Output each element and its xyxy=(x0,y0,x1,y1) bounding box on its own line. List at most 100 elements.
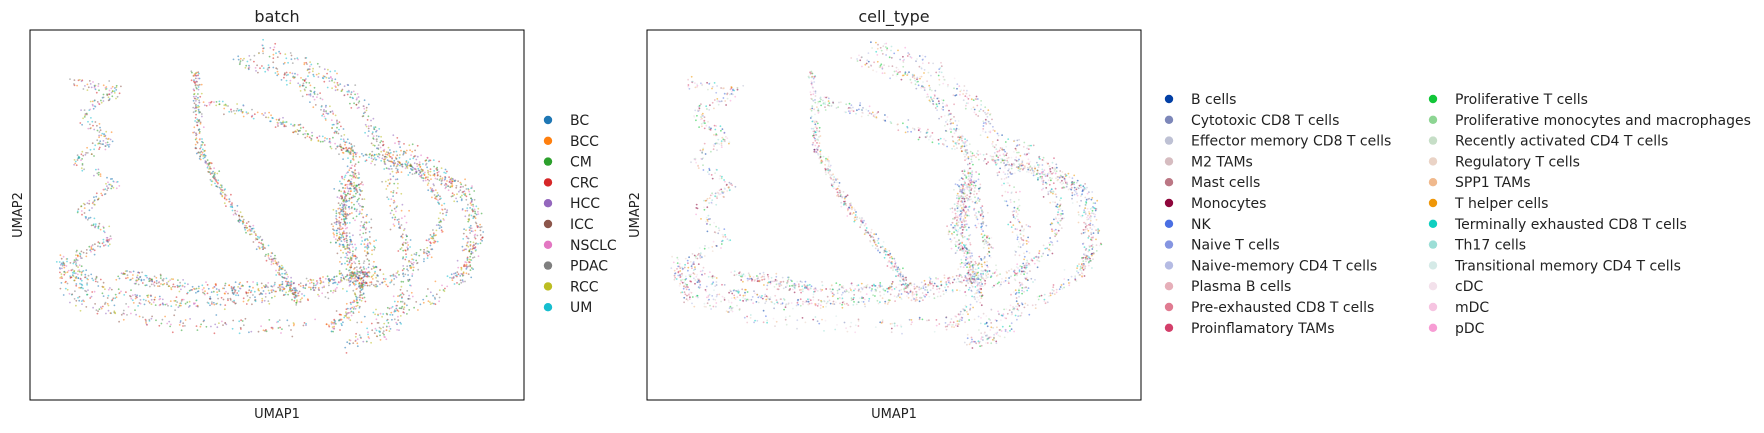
cell-type-legend-label: Regulatory T cells xyxy=(1455,154,1580,170)
batch-legend-item-icc: ICC xyxy=(544,217,594,233)
batch-legend-marker xyxy=(544,199,552,207)
cell-type-legend-item-th17-cells: Th17 cells xyxy=(1429,238,1526,254)
cell-type-legend-marker xyxy=(1429,178,1437,186)
cell-type-legend-marker xyxy=(1165,95,1173,103)
batch-legend-label: CRC xyxy=(570,175,599,191)
batch-legend-label: RCC xyxy=(570,279,599,295)
batch-legend-marker xyxy=(544,220,552,228)
batch-legend-marker xyxy=(544,303,552,311)
cell-type-legend-marker xyxy=(1429,324,1437,332)
cell-type-point-cloud xyxy=(670,41,1102,349)
batch-legend-item-bc: BC xyxy=(544,113,590,129)
cell-type-legend-marker xyxy=(1429,157,1437,165)
cell-type-legend-label: Effector memory CD8 T cells xyxy=(1191,134,1391,150)
batch-legend-item-um: UM xyxy=(544,300,593,316)
batch-legend-label: CM xyxy=(570,155,592,171)
cell-type-legend-item-naive-t-cells: Naive T cells xyxy=(1165,238,1280,254)
cell-type-legend-marker xyxy=(1429,282,1437,290)
cell-type-legend-marker xyxy=(1165,220,1173,228)
cell-type-legend-item-regulatory-t-cells: Regulatory T cells xyxy=(1429,154,1580,170)
cell-type-legend-marker xyxy=(1165,324,1173,332)
cell-type-legend-item-nk: NK xyxy=(1165,217,1212,233)
cell-type-legend-item-transitional-memory-cd4-t-cells: Transitional memory CD4 T cells xyxy=(1429,258,1681,274)
cell-type-legend-marker xyxy=(1429,95,1437,103)
cell-type-legend-item-recently-activated-cd4-t-cells: Recently activated CD4 T cells xyxy=(1429,134,1668,150)
batch-legend-item-nsclc: NSCLC xyxy=(544,238,617,254)
cell-type-legend-label: cDC xyxy=(1455,279,1483,295)
cell-type-legend-item-terminally-exhausted-cd8-t-cells: Terminally exhausted CD8 T cells xyxy=(1429,217,1687,233)
cell-type-legend-item-effector-memory-cd8-t-cells: Effector memory CD8 T cells xyxy=(1165,134,1392,150)
batch-x-axis-label: UMAP1 xyxy=(254,407,300,422)
cell-type-legend-label: T helper cells xyxy=(1454,196,1548,212)
cell-type-legend-label: Mast cells xyxy=(1191,175,1260,191)
cell-type-legend-item-pre-exhausted-cd8-t-cells: Pre-exhausted CD8 T cells xyxy=(1165,300,1375,316)
batch-legend-marker xyxy=(544,282,552,290)
batch-legend-marker xyxy=(544,241,552,249)
cell-type-legend-label: Plasma B cells xyxy=(1191,279,1291,295)
cell-type-legend-label: B cells xyxy=(1191,92,1236,108)
batch-legend: BC BCC CM CRC HCC ICC NSCLC PDAC RCC UM xyxy=(544,113,617,316)
cell-type-legend-marker xyxy=(1429,220,1437,228)
cell-type-legend-marker xyxy=(1429,261,1437,269)
cell-type-legend-marker xyxy=(1165,116,1173,124)
cell-type-legend-item-proliferative-t-cells: Proliferative T cells xyxy=(1429,92,1588,108)
cell-type-legend-label: NK xyxy=(1191,217,1211,233)
batch-legend-label: ICC xyxy=(570,217,594,233)
cell-type-legend-marker xyxy=(1165,282,1173,290)
cell-type-legend-label: Recently activated CD4 T cells xyxy=(1455,134,1668,150)
cell-type-legend-item-proinflamatory-tams: Proinflamatory TAMs xyxy=(1165,321,1335,337)
cell-type-legend-item-t-helper-cells: T helper cells xyxy=(1429,196,1549,212)
batch-legend-label: BC xyxy=(570,113,589,129)
cell-type-legend: B cells Cytotoxic CD8 T cells Effector mem… xyxy=(1165,92,1751,337)
cell-type-legend-label: Naive-memory CD4 T cells xyxy=(1191,258,1377,274)
cell-type-legend-item-spp1-tams: SPP1 TAMs xyxy=(1429,175,1531,191)
batch-legend-marker xyxy=(544,178,552,186)
cell-type-legend-label: Pre-exhausted CD8 T cells xyxy=(1191,300,1374,316)
cell-type-legend-label: Proliferative monocytes and macrophages xyxy=(1455,113,1751,129)
cell-type-legend-label: Cytotoxic CD8 T cells xyxy=(1191,113,1339,129)
cell-type-legend-label: pDC xyxy=(1455,321,1485,337)
cell-type-x-axis-label: UMAP1 xyxy=(871,407,917,422)
cell-type-legend-item-mast-cells: Mast cells xyxy=(1165,175,1260,191)
cell-type-legend-label: Monocytes xyxy=(1191,196,1266,212)
batch-legend-label: NSCLC xyxy=(570,238,617,254)
batch-panel: batch UMAP1 UMAP2 BCBCCCMCRCHCCICCNSCLCP… xyxy=(11,7,617,422)
batch-legend-item-cm: CM xyxy=(544,155,592,171)
batch-legend-marker xyxy=(544,137,552,145)
cell-type-legend-marker xyxy=(1165,199,1173,207)
cell-type-legend-label: Proinflamatory TAMs xyxy=(1191,321,1335,337)
batch-legend-item-bcc: BCC xyxy=(544,134,599,150)
batch-legend-label: PDAC xyxy=(570,259,608,275)
cell-type-legend-item-pdc: pDC xyxy=(1429,321,1485,337)
batch-legend-item-rcc: RCC xyxy=(544,279,599,295)
batch-legend-label: UM xyxy=(570,300,592,316)
cell-type-legend-marker xyxy=(1165,261,1173,269)
batch-legend-marker xyxy=(544,261,552,269)
cell-type-legend-item-mdc: mDC xyxy=(1429,300,1490,316)
cell-type-legend-label: mDC xyxy=(1455,300,1489,316)
cell-type-legend-marker xyxy=(1165,178,1173,186)
batch-legend-marker xyxy=(544,157,552,165)
cell-type-legend-label: SPP1 TAMs xyxy=(1455,175,1531,191)
cell-type-legend-item-plasma-b-cells: Plasma B cells xyxy=(1165,279,1292,295)
batch-legend-label: HCC xyxy=(570,196,600,212)
cell-type-legend-item-monocytes: Monocytes xyxy=(1165,196,1267,212)
batch-legend-label: BCC xyxy=(570,134,599,150)
cell-type-legend-item-proliferative-monocytes-and-macrophages: Proliferative monocytes and macrophages xyxy=(1429,113,1751,129)
cell-type-legend-label: Th17 cells xyxy=(1454,238,1526,254)
cell-type-legend-label: Naive T cells xyxy=(1191,238,1280,254)
cell-type-legend-marker xyxy=(1429,136,1437,144)
cell-type-legend-marker xyxy=(1429,303,1437,311)
batch-legend-marker xyxy=(544,116,552,124)
cell-type-legend-label: M2 TAMs xyxy=(1191,154,1253,170)
cell-type-legend-marker xyxy=(1165,303,1173,311)
cell-type-legend-label: Transitional memory CD4 T cells xyxy=(1454,258,1681,274)
cell-type-title: cell_type xyxy=(858,7,929,27)
cell-type-legend-marker xyxy=(1165,157,1173,165)
cell-type-legend-item-naive-memory-cd4-t-cells: Naive-memory CD4 T cells xyxy=(1165,258,1377,274)
cell-type-legend-item-cdc: cDC xyxy=(1429,279,1484,295)
cell-type-plot-frame xyxy=(647,30,1141,400)
cell-type-legend-item-m2-tams: M2 TAMs xyxy=(1165,154,1253,170)
